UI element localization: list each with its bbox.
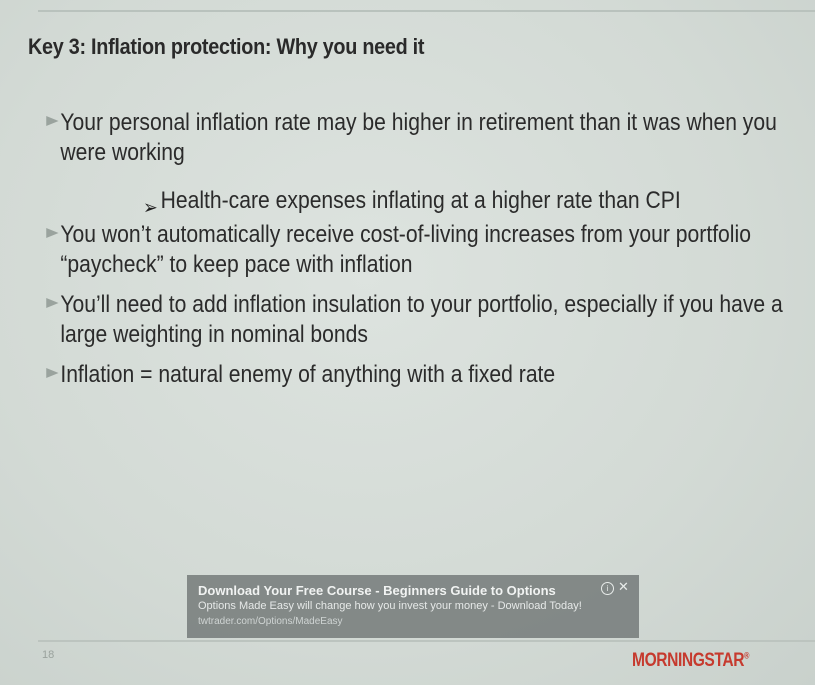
ad-banner[interactable]: Download Your Free Course - Beginners Gu… [187, 575, 639, 638]
registered-mark: ® [744, 650, 750, 661]
bullet-item: You’ll need to add inflation insulation … [46, 290, 815, 350]
bottom-divider [38, 640, 815, 642]
ad-description: Options Made Easy will change how you in… [198, 600, 582, 612]
bullet-item: Your personal inflation rate may be high… [46, 108, 815, 168]
arrow-bullet-icon [46, 298, 59, 308]
ad-url-link[interactable]: twtrader.com/Options/MadeEasy [198, 616, 343, 627]
close-icon[interactable]: ✕ [618, 579, 629, 594]
page-number: 18 [42, 649, 55, 661]
bullet-item: You won’t automatically receive cost-of-… [46, 220, 815, 280]
ad-title-link[interactable]: Download Your Free Course - Beginners Gu… [198, 583, 556, 598]
bullet-text: You’ll need to add inflation insulation … [60, 291, 783, 348]
morningstar-logo: MORNINGSTAR® [632, 650, 750, 672]
bullet-text: Inflation = natural enemy of anything wi… [60, 361, 556, 388]
sub-bullet-text: Health-care expenses inflating at a high… [160, 187, 681, 214]
info-icon[interactable]: i [601, 582, 614, 595]
arrow-bullet-icon [46, 116, 59, 126]
bullet-text: Your personal inflation rate may be high… [60, 109, 777, 166]
bullet-item: Inflation = natural enemy of anything wi… [46, 360, 815, 390]
bullet-list: Your personal inflation rate may be high… [46, 108, 808, 390]
arrow-bullet-icon [46, 228, 59, 238]
sub-bullet-item: ➢ Health-care expenses inflating at a hi… [143, 186, 777, 219]
logo-text: MORNINGSTAR [632, 650, 745, 671]
slide-title: Key 3: Inflation protection: Why you nee… [28, 34, 425, 59]
top-divider [38, 10, 815, 12]
arrow-bullet-icon [46, 368, 59, 378]
bullet-text: You won’t automatically receive cost-of-… [60, 221, 751, 278]
sub-arrow-icon: ➢ [143, 197, 158, 219]
